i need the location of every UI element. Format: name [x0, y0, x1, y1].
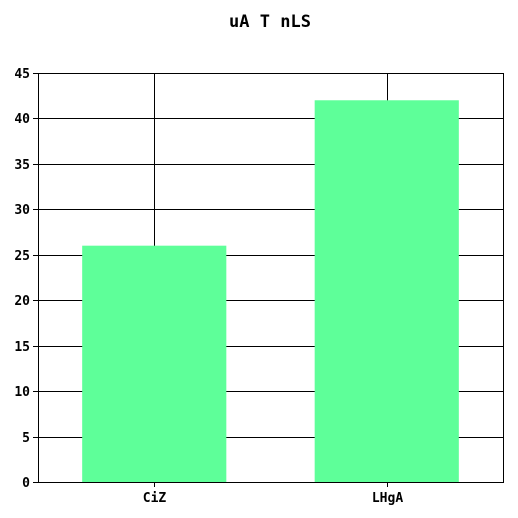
y-tick-label: 0	[22, 476, 30, 491]
x-tick-label: CiZ	[143, 491, 167, 506]
y-tick-label: 5	[22, 431, 30, 446]
y-tick-label: 20	[14, 294, 30, 309]
y-tick-label: 15	[14, 340, 30, 355]
y-tick-label: 25	[14, 249, 30, 264]
bar-layer	[82, 100, 459, 483]
bar	[314, 100, 459, 483]
bar	[82, 245, 227, 482]
y-tick-label: 45	[14, 67, 30, 82]
plot-frame	[38, 73, 504, 483]
y-tick-label: 30	[14, 203, 30, 218]
y-tick-label: 35	[14, 158, 30, 173]
y-tick-label: 10	[14, 385, 30, 400]
chart-title: uA T nLS	[229, 12, 311, 32]
x-axis-ticks: CiZ LHgA	[143, 482, 403, 506]
y-tick-label: 40	[14, 112, 30, 127]
x-tick-label: LHgA	[372, 491, 403, 506]
y-axis-ticks: 0 5 10 15 20 25 30 35 40 45	[14, 67, 38, 491]
